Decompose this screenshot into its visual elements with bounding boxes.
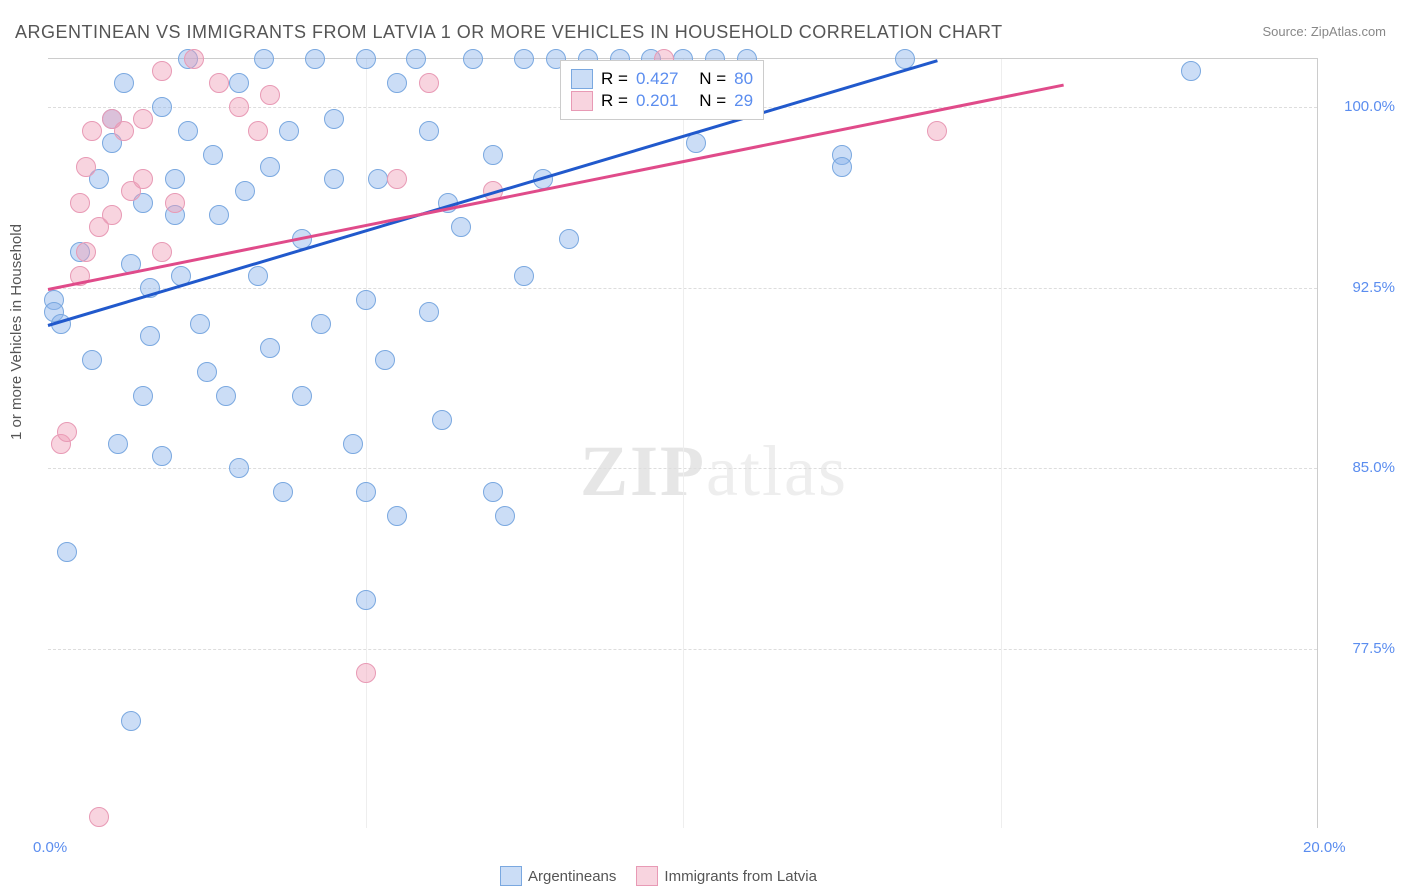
- data-point: [514, 49, 534, 69]
- data-point: [197, 362, 217, 382]
- trend-line: [48, 83, 1065, 290]
- data-point: [292, 386, 312, 406]
- legend-series: Argentineans Immigrants from Latvia: [500, 866, 817, 886]
- data-point: [495, 506, 515, 526]
- data-point: [514, 266, 534, 286]
- data-point: [419, 73, 439, 93]
- data-point: [483, 145, 503, 165]
- legend-stat-row: R = 0.427 N = 80: [571, 69, 753, 89]
- y-tick-label: 77.5%: [1352, 640, 1395, 657]
- chart-title: ARGENTINEAN VS IMMIGRANTS FROM LATVIA 1 …: [15, 22, 1003, 43]
- data-point: [356, 290, 376, 310]
- data-point: [89, 807, 109, 827]
- data-point: [254, 49, 274, 69]
- data-point: [114, 73, 134, 93]
- data-point: [229, 458, 249, 478]
- y-axis-label: 1 or more Vehicles in Household: [8, 224, 25, 440]
- data-point: [229, 73, 249, 93]
- data-point: [419, 302, 439, 322]
- data-point: [70, 193, 90, 213]
- y-tick-label: 92.5%: [1352, 279, 1395, 296]
- data-point: [76, 242, 96, 262]
- data-point: [432, 410, 452, 430]
- data-point: [311, 314, 331, 334]
- data-point: [406, 49, 426, 69]
- data-point: [463, 49, 483, 69]
- data-point: [305, 49, 325, 69]
- data-point: [209, 205, 229, 225]
- data-point: [260, 85, 280, 105]
- data-point: [273, 482, 293, 502]
- data-point: [375, 350, 395, 370]
- data-point: [133, 386, 153, 406]
- data-point: [152, 61, 172, 81]
- trend-line: [48, 59, 938, 327]
- data-point: [108, 434, 128, 454]
- data-point: [216, 386, 236, 406]
- data-point: [248, 266, 268, 286]
- legend-item: Immigrants from Latvia: [636, 866, 817, 886]
- data-point: [279, 121, 299, 141]
- data-point: [184, 49, 204, 69]
- data-point: [102, 205, 122, 225]
- data-point: [152, 242, 172, 262]
- y-tick-label: 100.0%: [1344, 98, 1395, 115]
- data-point: [152, 446, 172, 466]
- x-tick-label: 20.0%: [1303, 839, 1346, 856]
- data-point: [133, 169, 153, 189]
- data-point: [114, 121, 134, 141]
- data-point: [82, 121, 102, 141]
- data-point: [927, 121, 947, 141]
- data-point: [324, 109, 344, 129]
- data-point: [140, 326, 160, 346]
- chart-plot-area: 100.0%92.5%85.0%77.5%0.0%20.0%: [48, 58, 1318, 828]
- data-point: [451, 217, 471, 237]
- y-tick-label: 85.0%: [1352, 459, 1395, 476]
- data-point: [248, 121, 268, 141]
- gridline: [1001, 59, 1002, 828]
- data-point: [82, 350, 102, 370]
- data-point: [343, 434, 363, 454]
- data-point: [324, 169, 344, 189]
- data-point: [387, 506, 407, 526]
- data-point: [559, 229, 579, 249]
- gridline: [683, 59, 684, 828]
- data-point: [209, 73, 229, 93]
- data-point: [57, 542, 77, 562]
- data-point: [229, 97, 249, 117]
- data-point: [1181, 61, 1201, 81]
- data-point: [121, 711, 141, 731]
- data-point: [368, 169, 388, 189]
- data-point: [356, 663, 376, 683]
- data-point: [356, 49, 376, 69]
- data-point: [235, 181, 255, 201]
- data-point: [260, 157, 280, 177]
- data-point: [387, 73, 407, 93]
- data-point: [832, 157, 852, 177]
- data-point: [419, 121, 439, 141]
- source-label: Source: ZipAtlas.com: [1262, 24, 1386, 39]
- data-point: [356, 482, 376, 502]
- data-point: [260, 338, 280, 358]
- legend-item: Argentineans: [500, 866, 616, 886]
- data-point: [178, 121, 198, 141]
- data-point: [133, 109, 153, 129]
- x-tick-label: 0.0%: [33, 839, 67, 856]
- data-point: [356, 590, 376, 610]
- data-point: [190, 314, 210, 334]
- data-point: [387, 169, 407, 189]
- legend-stats: R = 0.427 N = 80R = 0.201 N = 29: [560, 60, 764, 120]
- data-point: [57, 422, 77, 442]
- data-point: [483, 482, 503, 502]
- data-point: [203, 145, 223, 165]
- data-point: [165, 169, 185, 189]
- gridline: [366, 59, 367, 828]
- legend-stat-row: R = 0.201 N = 29: [571, 91, 753, 111]
- data-point: [152, 97, 172, 117]
